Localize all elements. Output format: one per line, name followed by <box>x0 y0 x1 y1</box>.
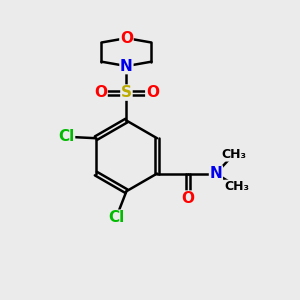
Text: O: O <box>94 85 107 100</box>
Text: N: N <box>210 166 222 181</box>
Text: O: O <box>146 85 159 100</box>
Text: CH₃: CH₃ <box>221 148 246 161</box>
Text: O: O <box>120 31 133 46</box>
Text: S: S <box>121 85 132 100</box>
Text: Cl: Cl <box>58 129 74 144</box>
Text: O: O <box>182 191 194 206</box>
Text: Cl: Cl <box>108 210 124 225</box>
Text: CH₃: CH₃ <box>225 180 250 193</box>
Text: N: N <box>120 58 133 74</box>
